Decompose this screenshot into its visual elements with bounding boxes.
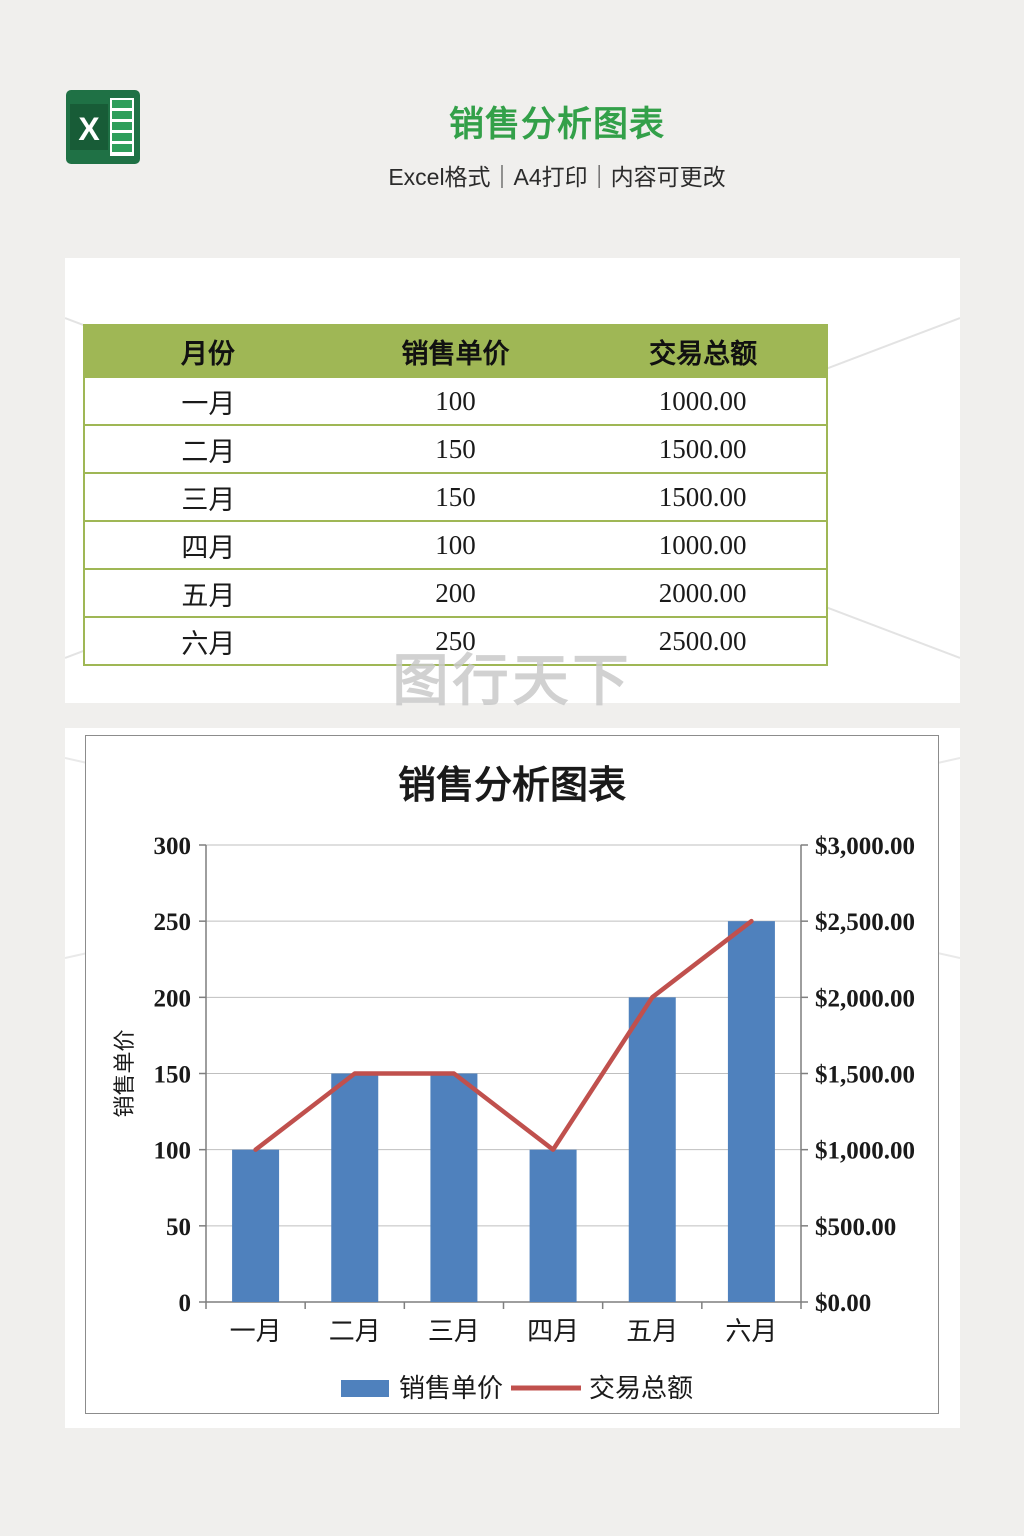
bar [232,1149,280,1302]
chart-card: 销售分析图表 0 50 100 150 200 250 300 $0.00 $500.00 $1,0… [65,728,960,1428]
unit-price-cell: 150 [331,424,580,474]
legend-bar-swatch [341,1380,389,1397]
column-header: 月份 [83,324,333,378]
watermark-text: 图行天下 [392,651,633,713]
sales-data-table: 月份 销售单价 交易总额 一月 100 1000.00 二月 150 1500.00 三月 150… [83,324,828,666]
x-axis-category-label: 四月 [527,1316,579,1346]
svg-text:X: X [78,111,100,147]
month-cell: 一月 [84,376,332,426]
left-axis-tick-label: 150 [154,1062,192,1089]
page-title: 销售分析图表 [448,105,665,144]
table-row: 四月 100 1000.00 [84,520,827,570]
month-cell: 五月 [84,568,332,618]
right-axis-tick-label: $2,000.00 [815,985,915,1012]
legend-bar-label: 销售单价 [399,1373,503,1403]
data-table-card: 月份 销售单价 交易总额 一月 100 1000.00 二月 150 1500.00 三月 150… [65,258,960,713]
x-axis-category-label: 三月 [428,1316,480,1346]
unit-price-cell: 100 [331,376,580,426]
total-amount-cell: 1500.00 [579,424,827,474]
y-axis-title: 销售单价 [112,1029,137,1117]
bar [430,1073,478,1302]
total-amount-cell: 1000.00 [579,376,827,426]
chart-frame: 销售分析图表 0 50 100 150 200 250 300 $0.00 $500.00 $1,0… [85,735,939,1414]
right-axis-tick-label: $1,000.00 [815,1138,915,1165]
legend-line-label: 交易总额 [589,1373,693,1403]
total-amount-cell: 2500.00 [579,616,827,666]
right-axis-tick-label: $0.00 [815,1290,871,1317]
month-cell: 三月 [84,472,332,522]
bar [529,1149,577,1302]
page-subtitle: Excel格式｜A4打印｜内容可更改 [388,164,726,190]
left-axis-tick-label: 200 [154,985,192,1012]
x-axis-category-label: 五月 [626,1316,678,1346]
total-amount-cell: 1500.00 [579,472,827,522]
table-row: 一月 100 1000.00 [84,376,827,426]
x-axis-category-label: 一月 [230,1316,282,1346]
right-axis-tick-label: $500.00 [815,1214,896,1241]
table-row: 五月 200 2000.00 [84,568,827,618]
x-axis-category-label: 六月 [725,1316,777,1346]
right-axis-tick-label: $1,500.00 [815,1062,915,1089]
sales-combo-chart: 销售分析图表 0 50 100 150 200 250 300 $0.00 $500.00 $1,0… [112,765,915,1403]
bar [331,1073,379,1302]
left-axis-tick-label: 50 [166,1214,191,1241]
bar [628,997,676,1302]
column-header: 交易总额 [578,324,828,378]
month-cell: 二月 [84,424,332,474]
excel-logo-icon: X [66,90,140,164]
total-amount-cell: 2000.00 [579,568,827,618]
left-axis-tick-label: 250 [154,909,192,936]
table-row: 二月 150 1500.00 [84,424,827,474]
bar [727,921,775,1302]
table-row: 六月 250 2500.00 [84,616,827,666]
unit-price-cell: 250 [331,616,580,666]
left-axis-tick-label: 0 [179,1290,192,1317]
right-axis-tick-label: $3,000.00 [815,833,915,860]
table-header-row: 月份 销售单价 交易总额 [83,324,828,378]
line-series [253,918,754,1152]
x-axis-category-label: 二月 [329,1316,381,1346]
unit-price-cell: 100 [331,520,580,570]
chart-title: 销售分析图表 [398,765,626,807]
left-axis-tick-label: 100 [154,1138,192,1165]
month-cell: 四月 [84,520,332,570]
total-amount-cell: 1000.00 [579,520,827,570]
table-row: 三月 150 1500.00 [84,472,827,522]
unit-price-cell: 150 [331,472,580,522]
unit-price-cell: 200 [331,568,580,618]
left-axis-tick-label: 300 [154,833,192,860]
right-axis-tick-label: $2,500.00 [815,909,915,936]
month-cell: 六月 [84,616,332,666]
column-header: 销售单价 [330,324,581,378]
